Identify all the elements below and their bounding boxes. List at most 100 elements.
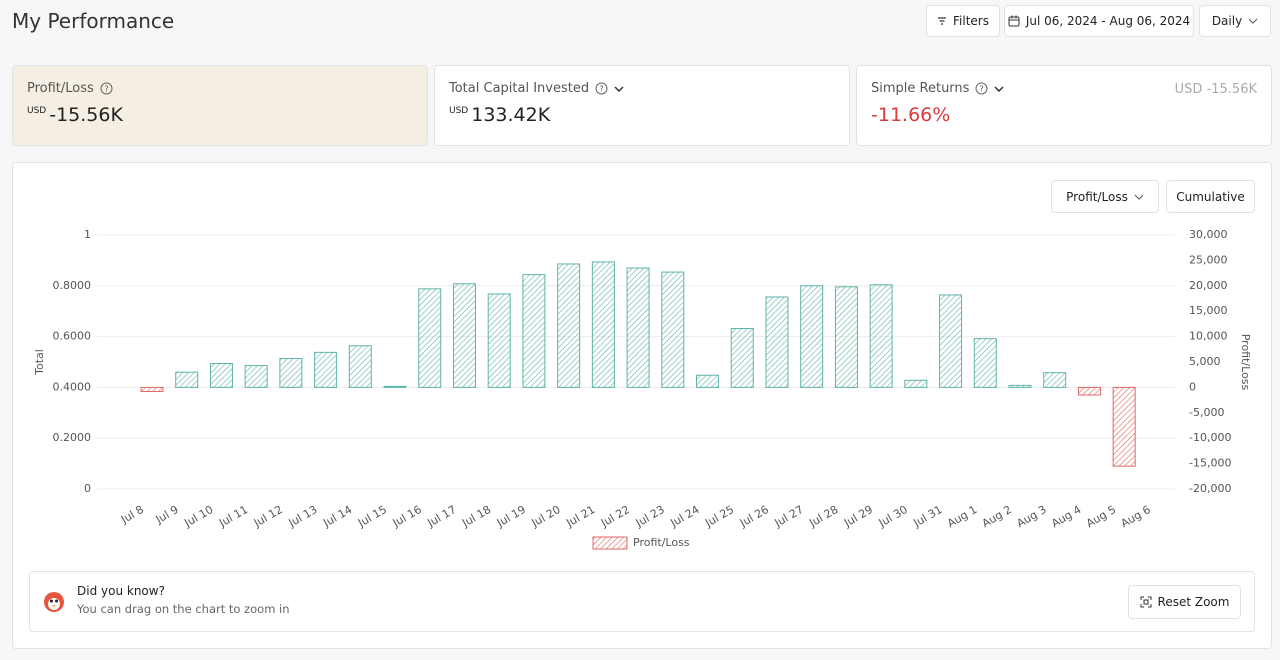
svg-text:?: ? [104, 85, 108, 94]
x-tick-label: Jul 10 [181, 503, 215, 530]
chevron [1248, 18, 1258, 24]
bar [1112, 386, 1136, 467]
y2-tick-label: 0 [1189, 380, 1196, 393]
mode-button[interactable]: Cumulative [1166, 180, 1255, 213]
bar [696, 374, 720, 388]
x-tick-label: Jul 28 [806, 503, 840, 530]
y2-tick-label: 5,000 [1189, 355, 1221, 368]
legend-label: Profit/Loss [633, 536, 690, 549]
tip-box: Did you know? You can drag on the chart … [29, 571, 1255, 632]
x-tick-label: Jul 24 [668, 503, 702, 530]
zoom-icon [1140, 596, 1152, 608]
calendar-icon [1008, 15, 1020, 27]
x-tick-label: Jul 29 [841, 503, 875, 530]
x-tick-label: Jul 30 [876, 503, 910, 530]
card-value: 133.42K [471, 104, 551, 126]
y2-tick-label: -20,000 [1189, 482, 1231, 495]
bar [209, 363, 233, 388]
bar [591, 261, 615, 388]
x-tick-label: Jul 19 [494, 503, 528, 530]
y2-tick-label: 15,000 [1189, 304, 1228, 317]
bar [973, 338, 997, 388]
bar [383, 385, 407, 388]
y-tick-label: 0.6000 [53, 330, 92, 343]
svg-text:?: ? [599, 85, 603, 94]
bar [765, 296, 789, 388]
x-tick-label: Jul 11 [216, 503, 250, 530]
bar [244, 365, 268, 388]
x-tick-label: Jul 12 [251, 503, 285, 530]
x-tick-label: Jul 18 [459, 503, 493, 530]
x-tick-label: Aug 6 [1119, 503, 1153, 530]
bar [418, 288, 442, 388]
y-axis-title: Total [33, 349, 46, 376]
x-tick-label: Jul 22 [598, 503, 632, 530]
y2-tick-label: -15,000 [1189, 457, 1231, 470]
filter-icon [938, 17, 946, 25]
tip-title: Did you know? [77, 584, 165, 598]
profit-loss-card: Profit/Loss? USD -15.56K [12, 65, 428, 146]
date-range-button[interactable]: Jul 06, 2024 - Aug 06, 2024 [1004, 5, 1194, 37]
x-tick-label: Jul 15 [355, 503, 389, 530]
bar [939, 294, 963, 388]
x-tick-label: Jul 8 [118, 503, 146, 527]
bar [452, 283, 476, 388]
svg-text:?: ? [980, 85, 984, 94]
x-tick-label: Jul 27 [772, 503, 806, 530]
bar [1008, 384, 1032, 388]
bar [314, 351, 338, 388]
bar [834, 286, 858, 388]
bar [522, 274, 546, 388]
bar [1077, 386, 1101, 396]
x-tick-label: Jul 25 [702, 503, 736, 530]
reset-zoom-button[interactable]: Reset Zoom [1128, 585, 1241, 619]
y2-axis-title: Profit/Loss [1239, 334, 1252, 391]
help-icon: ? [975, 82, 988, 95]
x-tick-label: Aug 1 [945, 503, 979, 530]
y2-tick-label: -5,000 [1189, 406, 1224, 419]
x-tick-label: Aug 3 [1015, 503, 1049, 530]
x-tick-label: Jul 21 [563, 503, 597, 530]
metric-dropdown[interactable]: Profit/Loss [1051, 180, 1159, 213]
x-tick-label: Jul 26 [737, 503, 771, 530]
bar [661, 271, 685, 388]
bar [279, 357, 303, 388]
filters-label: Filters [953, 14, 989, 28]
reset-zoom-label: Reset Zoom [1157, 595, 1230, 609]
help-icon: ? [595, 82, 608, 95]
card-currency: USD [449, 106, 469, 116]
interval-label: Daily [1211, 14, 1243, 28]
y2-tick-label: -10,000 [1189, 431, 1231, 444]
x-tick-label: Jul 13 [286, 503, 320, 530]
card-value: -11.66% [871, 104, 951, 126]
y-tick-label: 0.8000 [53, 279, 92, 292]
x-tick-label: Jul 14 [320, 503, 354, 530]
filters-button[interactable]: Filters [926, 5, 1000, 37]
bar [140, 386, 164, 392]
card-label: Simple Returns [871, 81, 970, 96]
card-label: Total Capital Invested [449, 81, 590, 96]
help-icon: ? [100, 82, 113, 95]
x-tick-label: Jul 17 [424, 503, 458, 530]
card-aside: USD -15.56K [1174, 82, 1257, 97]
x-tick-label: Aug 4 [1049, 503, 1083, 530]
page-title: My Performance [12, 9, 175, 33]
x-tick-label: Jul 23 [633, 503, 667, 530]
card-currency: USD [27, 106, 47, 116]
bar [175, 371, 199, 388]
chevron[interactable] [614, 85, 624, 92]
bar [1043, 372, 1067, 388]
y2-tick-label: 10,000 [1189, 330, 1228, 343]
y-tick-label: 0 [84, 482, 91, 495]
chevron [1134, 194, 1144, 200]
x-tick-label: Jul 31 [911, 503, 945, 530]
y2-tick-label: 25,000 [1189, 253, 1228, 266]
x-tick-label: Aug 2 [980, 503, 1014, 530]
card-label: Profit/Loss [27, 81, 94, 96]
mascot-icon [44, 592, 64, 612]
capital-card: Total Capital Invested? USD 133.42K [434, 65, 850, 146]
chevron[interactable] [994, 85, 1004, 92]
bar [730, 327, 754, 388]
interval-dropdown[interactable]: Daily [1199, 5, 1271, 37]
